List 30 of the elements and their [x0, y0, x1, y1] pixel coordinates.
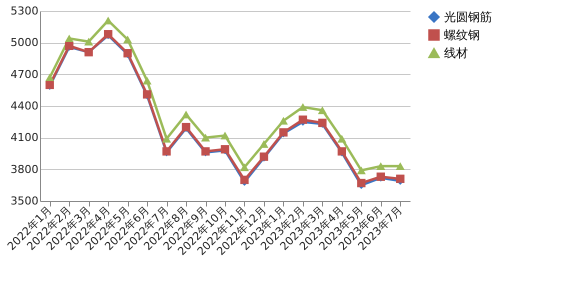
y-tick-label: 3800	[10, 162, 38, 176]
point	[142, 76, 152, 85]
point	[201, 134, 210, 142]
point	[396, 162, 405, 170]
y-tick-label: 4100	[10, 131, 38, 144]
point	[240, 163, 249, 172]
y-tick-label: 3500	[10, 194, 38, 208]
point	[318, 106, 327, 114]
y-tick-label: 4700	[10, 68, 38, 81]
point	[337, 134, 346, 143]
point	[357, 178, 366, 188]
point	[220, 132, 230, 140]
point	[396, 174, 404, 184]
point	[45, 74, 54, 82]
point	[278, 116, 288, 125]
legend-label: 光圆钢筋	[444, 10, 492, 24]
point	[64, 34, 74, 42]
point	[123, 36, 132, 44]
point	[162, 134, 172, 143]
legend-label: 线材	[444, 46, 468, 60]
y-tick-label: 4400	[10, 100, 38, 112]
point	[356, 166, 366, 174]
y-tick-label: 5000	[10, 36, 38, 50]
legend-label: 螺纹钢	[444, 28, 480, 42]
y-tick-label: 5300	[10, 4, 38, 18]
point	[376, 162, 386, 170]
point	[240, 176, 249, 184]
point	[259, 140, 268, 148]
point	[84, 38, 94, 46]
point	[182, 110, 191, 118]
